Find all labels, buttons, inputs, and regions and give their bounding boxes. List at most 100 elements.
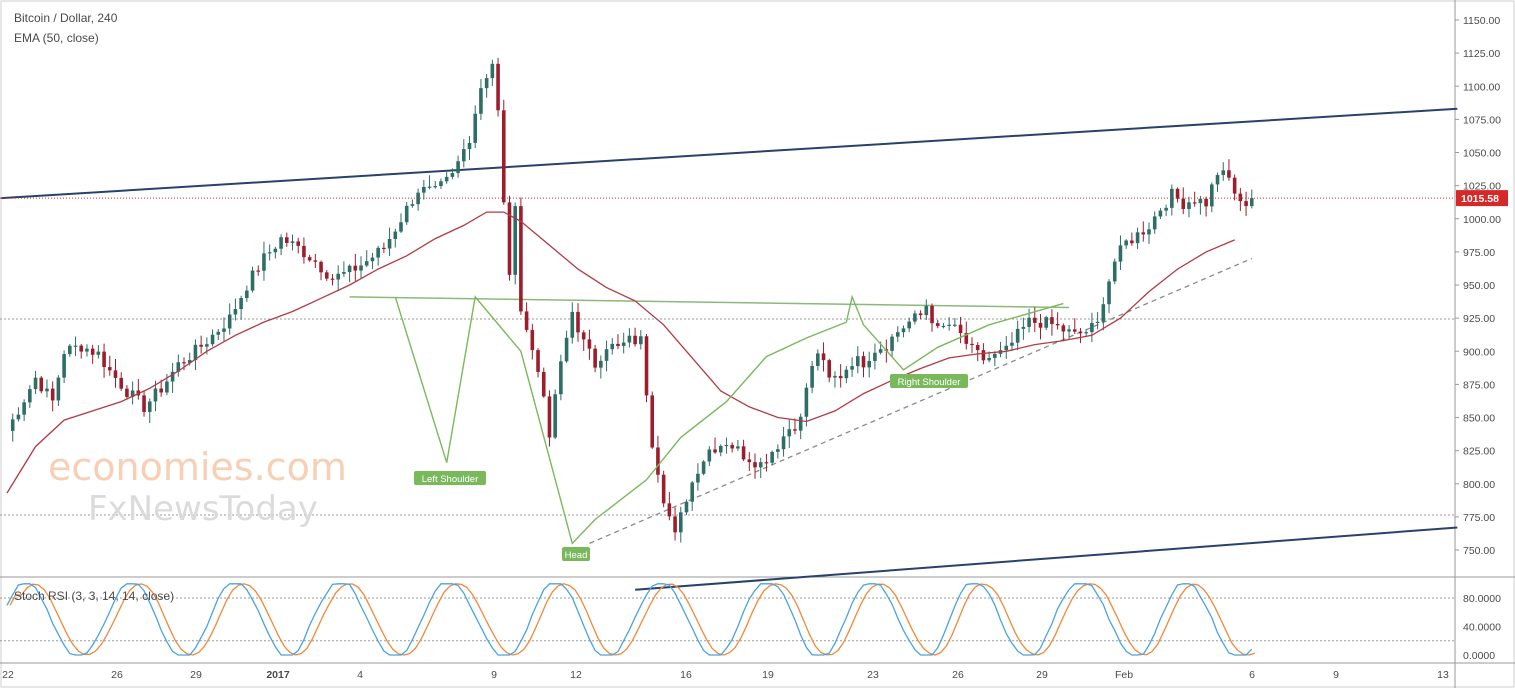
trendlines bbox=[1, 107, 1458, 591]
candle-body bbox=[587, 339, 592, 349]
candle-body bbox=[227, 314, 232, 329]
y-tick-label: 875.00 bbox=[1463, 379, 1495, 391]
candle-body bbox=[913, 313, 917, 322]
candle-body bbox=[559, 361, 563, 395]
candle-body bbox=[153, 388, 158, 402]
candle-body bbox=[359, 265, 363, 271]
x-tick-label: 26 bbox=[952, 669, 964, 681]
candle-body bbox=[667, 503, 672, 517]
candles bbox=[10, 57, 1254, 543]
candle-body bbox=[947, 324, 951, 326]
candle-body bbox=[895, 332, 900, 337]
candle-body bbox=[930, 305, 934, 324]
candle-body bbox=[970, 343, 974, 346]
candle-body bbox=[855, 356, 860, 367]
candle-body bbox=[1135, 232, 1140, 244]
candle-body bbox=[410, 204, 415, 206]
pattern-label-bg bbox=[890, 374, 968, 388]
y-tick-label: 1125.00 bbox=[1463, 48, 1500, 60]
candle-body bbox=[610, 343, 615, 350]
candle-body bbox=[1027, 317, 1031, 327]
candle-body bbox=[673, 516, 677, 533]
candle-body bbox=[867, 360, 872, 368]
candle-body bbox=[993, 353, 997, 358]
y-tick-label: 975.00 bbox=[1463, 247, 1495, 259]
candle-body bbox=[319, 261, 323, 273]
candle-body bbox=[102, 351, 106, 368]
last-price-badge bbox=[1456, 190, 1508, 207]
candle-body bbox=[10, 419, 15, 431]
candle-body bbox=[513, 206, 517, 275]
candle-body bbox=[245, 290, 249, 299]
x-tick-label: 29 bbox=[190, 669, 202, 681]
candle-body bbox=[342, 272, 346, 274]
candle-body bbox=[501, 110, 506, 203]
candle-body bbox=[621, 342, 626, 346]
candle-body bbox=[1215, 174, 1220, 185]
candle-body bbox=[827, 360, 832, 378]
candle-body bbox=[975, 345, 980, 351]
watermark: economies.com FxNewsToday bbox=[48, 445, 347, 529]
candle-body bbox=[330, 278, 335, 280]
last-price-label: 1015.58 bbox=[1461, 193, 1499, 205]
candle-body bbox=[1141, 232, 1146, 235]
candle-body bbox=[159, 388, 163, 393]
candle-body bbox=[718, 445, 723, 453]
candle-body bbox=[1198, 198, 1203, 204]
candle-body bbox=[1210, 184, 1214, 207]
candle-body bbox=[861, 356, 866, 368]
x-tick-label: 13 bbox=[1437, 669, 1449, 681]
candle-body bbox=[85, 348, 89, 352]
candle-body bbox=[730, 444, 734, 449]
y-tick-label: 800.00 bbox=[1463, 479, 1495, 491]
candle-body bbox=[764, 462, 769, 464]
stoch-tick-label: 40.0000 bbox=[1463, 622, 1501, 634]
x-tick-label: 16 bbox=[680, 669, 692, 681]
candle-body bbox=[267, 252, 272, 254]
candle-body bbox=[627, 335, 632, 343]
candle-body bbox=[1078, 331, 1083, 334]
candle-body bbox=[1107, 281, 1111, 305]
candle-body bbox=[890, 336, 894, 351]
candle-body bbox=[758, 462, 763, 468]
candle-body bbox=[736, 446, 740, 449]
candle-body bbox=[553, 394, 557, 438]
candle-body bbox=[953, 324, 957, 326]
candle-body bbox=[804, 387, 809, 417]
candle-body bbox=[1238, 193, 1243, 202]
candle-body bbox=[404, 205, 409, 223]
candle-body bbox=[113, 370, 118, 378]
candle-body bbox=[536, 350, 540, 372]
chart-title: Bitcoin / Dollar, 240 bbox=[14, 11, 118, 25]
candle-body bbox=[599, 360, 603, 368]
candle-body bbox=[833, 375, 837, 378]
candle-body bbox=[1244, 201, 1248, 207]
candle-body bbox=[935, 323, 940, 327]
candle-body bbox=[576, 311, 580, 333]
candle-body bbox=[205, 344, 209, 347]
dashed-support-line bbox=[589, 257, 1253, 544]
y-tick-label: 1025.00 bbox=[1463, 181, 1501, 193]
candle-body bbox=[1044, 317, 1049, 328]
candle-body bbox=[1204, 198, 1208, 207]
candle-body bbox=[1192, 202, 1197, 204]
candle-body bbox=[616, 343, 620, 346]
x-tick-label: 9 bbox=[491, 669, 497, 681]
candle-body bbox=[987, 357, 991, 361]
candle-body bbox=[741, 446, 746, 460]
candle-body bbox=[393, 231, 398, 239]
candle-body bbox=[1221, 170, 1226, 175]
candle-body bbox=[661, 474, 666, 504]
candle-body bbox=[302, 245, 306, 258]
candle-body bbox=[462, 149, 466, 162]
y-tick-label: 825.00 bbox=[1463, 446, 1495, 458]
candle-body bbox=[439, 181, 443, 187]
x-tick-label: 26 bbox=[111, 669, 123, 681]
candle-body bbox=[684, 501, 689, 513]
candle-body bbox=[382, 247, 386, 250]
candle-body bbox=[901, 328, 906, 333]
candle-body bbox=[79, 345, 84, 352]
candle-body bbox=[878, 349, 883, 353]
candle-body bbox=[130, 390, 135, 397]
